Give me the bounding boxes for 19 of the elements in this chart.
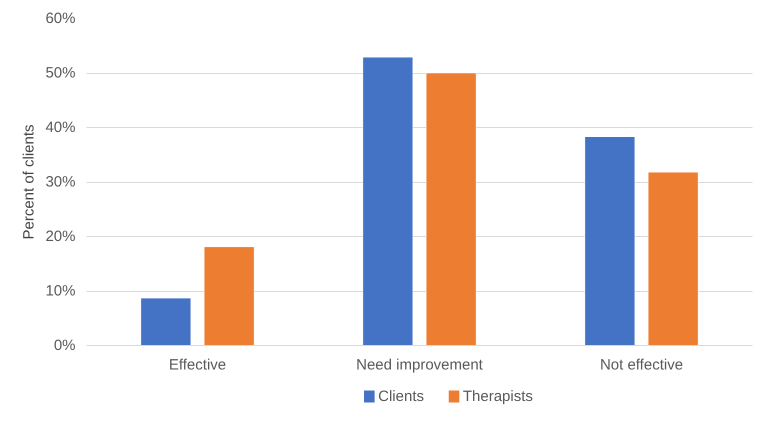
y-tick-label: 30% [45, 174, 76, 190]
legend-label: Therapists [462, 388, 533, 405]
bar [140, 298, 192, 346]
y-axis-title: Percent of clients [20, 124, 38, 240]
y-tick-label: 60% [45, 10, 76, 27]
x-tick-label: Effective [168, 356, 226, 374]
y-tick-label: 0% [54, 337, 76, 354]
y-tick-label: 20% [45, 228, 76, 245]
bar [204, 246, 254, 346]
legend-label: Clients [378, 388, 424, 405]
y-tick-label: 40% [45, 119, 76, 136]
y-tick-label: 50% [45, 64, 76, 82]
bar [584, 136, 636, 346]
bar [426, 72, 476, 346]
y-tick-label: 10% [45, 282, 76, 300]
bar [648, 172, 698, 346]
x-tick-label: Not effective [600, 356, 684, 374]
x-tick-label: Need improvement [356, 356, 484, 374]
bar [362, 56, 414, 346]
